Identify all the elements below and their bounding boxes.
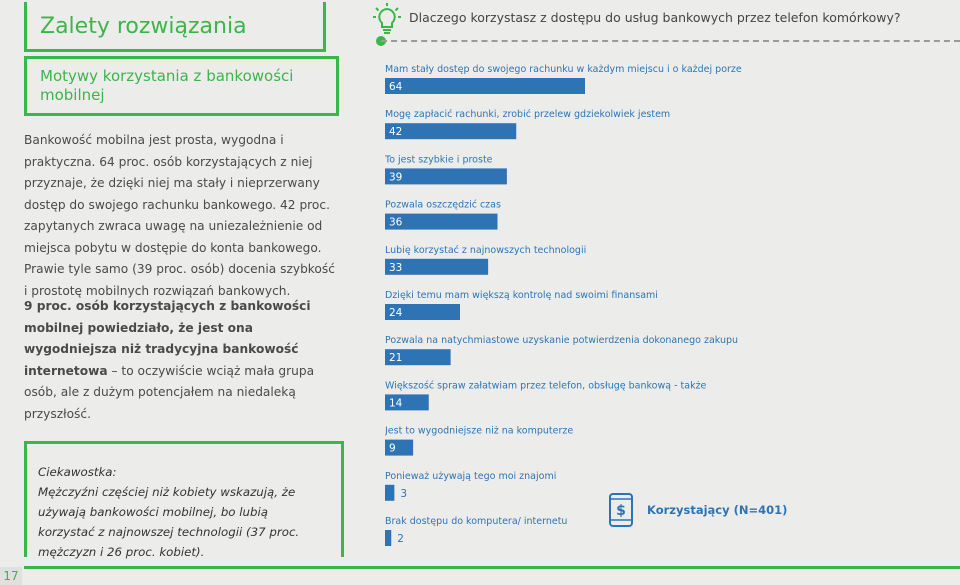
highlight-bold: 9 proc. osób korzystających z bankowości… <box>24 299 311 378</box>
category-label: Lubię korzystać z najnowszych technologi… <box>385 245 586 256</box>
fun-fact-text: Ciekawostka: Mężczyźni częściej niż kobie… <box>38 462 328 562</box>
value-label: 21 <box>389 352 402 364</box>
category-label: Dzięki temu mam większą kontrolę nad swo… <box>385 290 658 301</box>
bar <box>385 123 517 140</box>
value-label: 42 <box>389 126 402 138</box>
fun-fact-body: Mężczyźni częściej niż kobiety wskazują,… <box>38 485 300 559</box>
chart-title: Dlaczego korzystasz z dostępu do usług b… <box>409 10 901 25</box>
section-subtitle: Motywy korzystania z bankowości mobilnej <box>40 67 294 104</box>
highlight-paragraph: 9 proc. osób korzystających z bankowości… <box>24 296 342 425</box>
footer-rule <box>24 566 960 569</box>
page-title: Zalety rozwiązania <box>40 14 247 39</box>
category-label: To jest szybkie i proste <box>385 154 493 165</box>
value-label: 36 <box>389 217 403 229</box>
page-number: 17 <box>0 567 22 585</box>
value-label: 64 <box>389 81 403 93</box>
category-label: Pozwala oszczędzić czas <box>385 200 501 211</box>
bar <box>385 394 429 411</box>
bar <box>385 213 498 230</box>
bar <box>385 530 392 546</box>
bar <box>385 349 451 366</box>
lightbulb-icon <box>373 3 401 34</box>
category-label: Jest to wygodniejsze niż na komputerze <box>385 426 573 437</box>
intro-paragraph: Bankowość mobilna jest prosta, wygodna i… <box>24 133 335 298</box>
value-label: 2 <box>397 533 404 545</box>
bar <box>385 304 460 320</box>
phone-dollar-icon: $ <box>609 493 633 527</box>
bar <box>385 168 507 185</box>
value-label: 3 <box>400 488 407 500</box>
category-label: Brak dostępu do komputera/ internetu <box>385 516 567 527</box>
value-label: 39 <box>389 171 402 183</box>
bar <box>385 484 395 501</box>
category-label: Pozwala na natychmiastowe uzyskanie potw… <box>385 335 738 346</box>
bar <box>385 258 489 275</box>
category-label: Ponieważ używają tego moi znajomi <box>385 471 556 482</box>
value-label: 33 <box>389 262 402 274</box>
legend-label: Korzystający (N=401) <box>647 503 788 517</box>
category-label: Mam stały dostęp do swojego rachunku w k… <box>385 64 742 75</box>
question-divider <box>381 40 960 42</box>
bar-chart: Mam stały dostęp do swojego rachunku w k… <box>385 64 742 546</box>
fun-fact-title: Ciekawostka: <box>38 465 117 479</box>
highlight-rest: – to oczywiście wciąż mała grupa osób, a… <box>24 363 315 421</box>
value-label: 24 <box>389 307 403 319</box>
bar <box>385 439 414 456</box>
bar <box>385 78 585 94</box>
category-label: Mogę zapłacić rachunki, zrobić przelew g… <box>385 109 670 120</box>
subtitle-frame: Motywy korzystania z bankowości mobilnej <box>24 56 339 116</box>
value-label: 9 <box>389 443 396 455</box>
value-label: 14 <box>389 397 403 409</box>
fun-fact-box: Ciekawostka: Mężczyźni częściej niż kobie… <box>24 441 344 559</box>
category-label: Większość spraw załatwiam przez telefon,… <box>385 380 707 391</box>
svg-text:$: $ <box>616 503 626 519</box>
title-frame: Zalety rozwiązania <box>24 2 326 52</box>
